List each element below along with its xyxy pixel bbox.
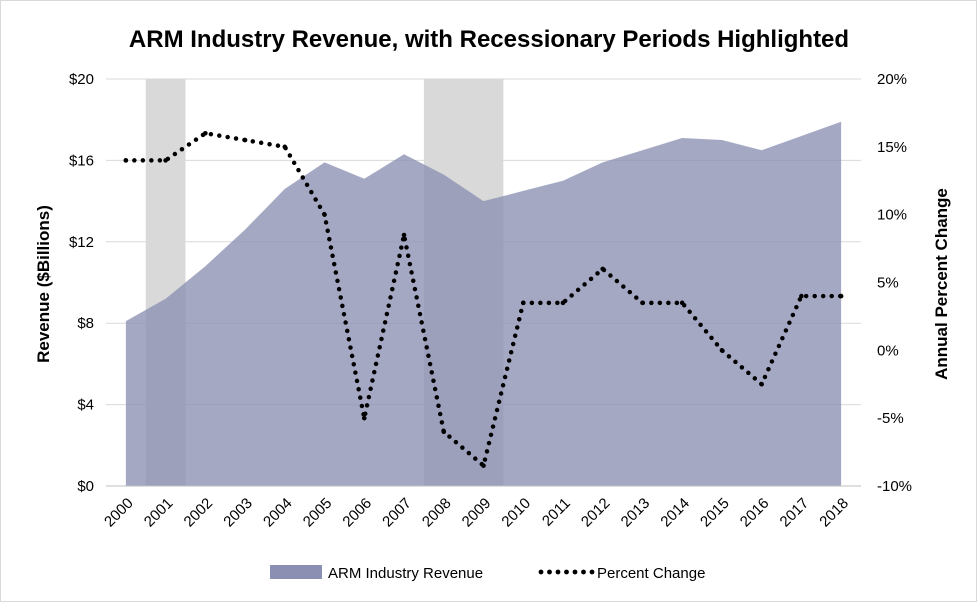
- percent-change-line-layer: [123, 130, 844, 470]
- legend-label-percent-change: Percent Change: [597, 565, 705, 582]
- percent-change-point-2007: [401, 232, 407, 238]
- y-left-axis-label: Revenue ($Billions): [34, 205, 53, 363]
- x-tick-label: 2007: [379, 495, 415, 531]
- y-right-axis-label: Annual Percent Change: [932, 188, 951, 380]
- percent-change-point-2018: [838, 293, 844, 299]
- percent-change-point-2001: [163, 158, 168, 163]
- legend-swatch-revenue: [270, 565, 322, 579]
- percent-change-point-2011: [560, 300, 566, 306]
- x-tick-label: 2016: [737, 495, 773, 531]
- x-tick-label: 2003: [220, 495, 256, 531]
- chart-title: ARM Industry Revenue, with Recessionary …: [129, 26, 849, 53]
- y-right-tick-label: -5%: [877, 410, 904, 427]
- legend: ARM Industry Revenue Percent Change: [270, 565, 705, 582]
- legend-line-dot: [564, 569, 569, 575]
- legend-line-dot: [538, 569, 544, 575]
- y-left-tick-label: $12: [69, 234, 94, 251]
- x-tick-label: 2002: [181, 495, 217, 531]
- x-tick-label: 2012: [578, 495, 614, 531]
- percent-change-point-2005: [322, 212, 327, 217]
- x-tick-label: 2008: [419, 495, 455, 531]
- percent-change-point-2002: [203, 130, 208, 136]
- legend-line-dot: [547, 569, 552, 575]
- legend-swatch-percent-change: [538, 569, 595, 575]
- x-tick-label: 2000: [101, 495, 137, 531]
- percent-change-point-2009: [481, 463, 486, 468]
- percent-change-point-2004: [282, 144, 288, 150]
- legend-label-revenue: ARM Industry Revenue: [328, 565, 483, 582]
- y-left-tick-label: $0: [77, 478, 94, 495]
- legend-line-dot: [555, 569, 561, 575]
- y-right-tick-label: 0%: [877, 342, 899, 359]
- legend-line-dot: [589, 569, 595, 575]
- percent-change-point-2012: [600, 266, 606, 272]
- x-tick-label: 2011: [539, 495, 574, 530]
- percent-change-point-2013: [640, 300, 645, 306]
- x-tick-label: 2010: [498, 495, 534, 531]
- y-left-tick-label: $20: [69, 71, 94, 88]
- legend-line-dot: [572, 569, 578, 575]
- y-right-tick-label: 5%: [877, 275, 899, 292]
- y-right-tick-label: 20%: [877, 71, 907, 88]
- x-tick-label: 2013: [618, 495, 654, 531]
- y-left-tick-label: $16: [69, 152, 94, 169]
- x-tick-label: 2009: [459, 495, 495, 531]
- y-left-tick-label: $8: [77, 315, 94, 332]
- revenue-area: [125, 121, 842, 487]
- percent-change-point-2006: [361, 415, 367, 421]
- percent-change-point-2015: [719, 348, 725, 353]
- percent-change-point-2000: [123, 158, 129, 163]
- x-tick-label: 2017: [777, 495, 813, 531]
- x-tick-label: 2004: [260, 495, 296, 531]
- y-right-tick-label: -10%: [877, 478, 912, 495]
- x-tick-label: 2014: [657, 495, 693, 531]
- percent-change-point-2010: [520, 300, 526, 306]
- y-left-tick-label: $4: [77, 397, 94, 414]
- percent-change-point-2016: [759, 381, 764, 387]
- percent-change-point-2003: [242, 137, 248, 143]
- y-right-tick-label: 10%: [877, 207, 907, 224]
- x-tick-label: 2005: [300, 495, 336, 531]
- percent-change-point-2017: [799, 293, 804, 299]
- x-tick-label: 2006: [339, 495, 375, 531]
- percent-change-point-2014: [679, 300, 685, 306]
- legend-line-dot: [581, 569, 586, 575]
- x-tick-label: 2001: [141, 495, 177, 531]
- x-tick-label: 2015: [697, 495, 733, 531]
- y-right-tick-label: 15%: [877, 139, 907, 156]
- revenue-area-layer: [125, 121, 842, 487]
- x-tick-label: 2018: [816, 495, 852, 531]
- percent-change-point-2008: [441, 429, 447, 435]
